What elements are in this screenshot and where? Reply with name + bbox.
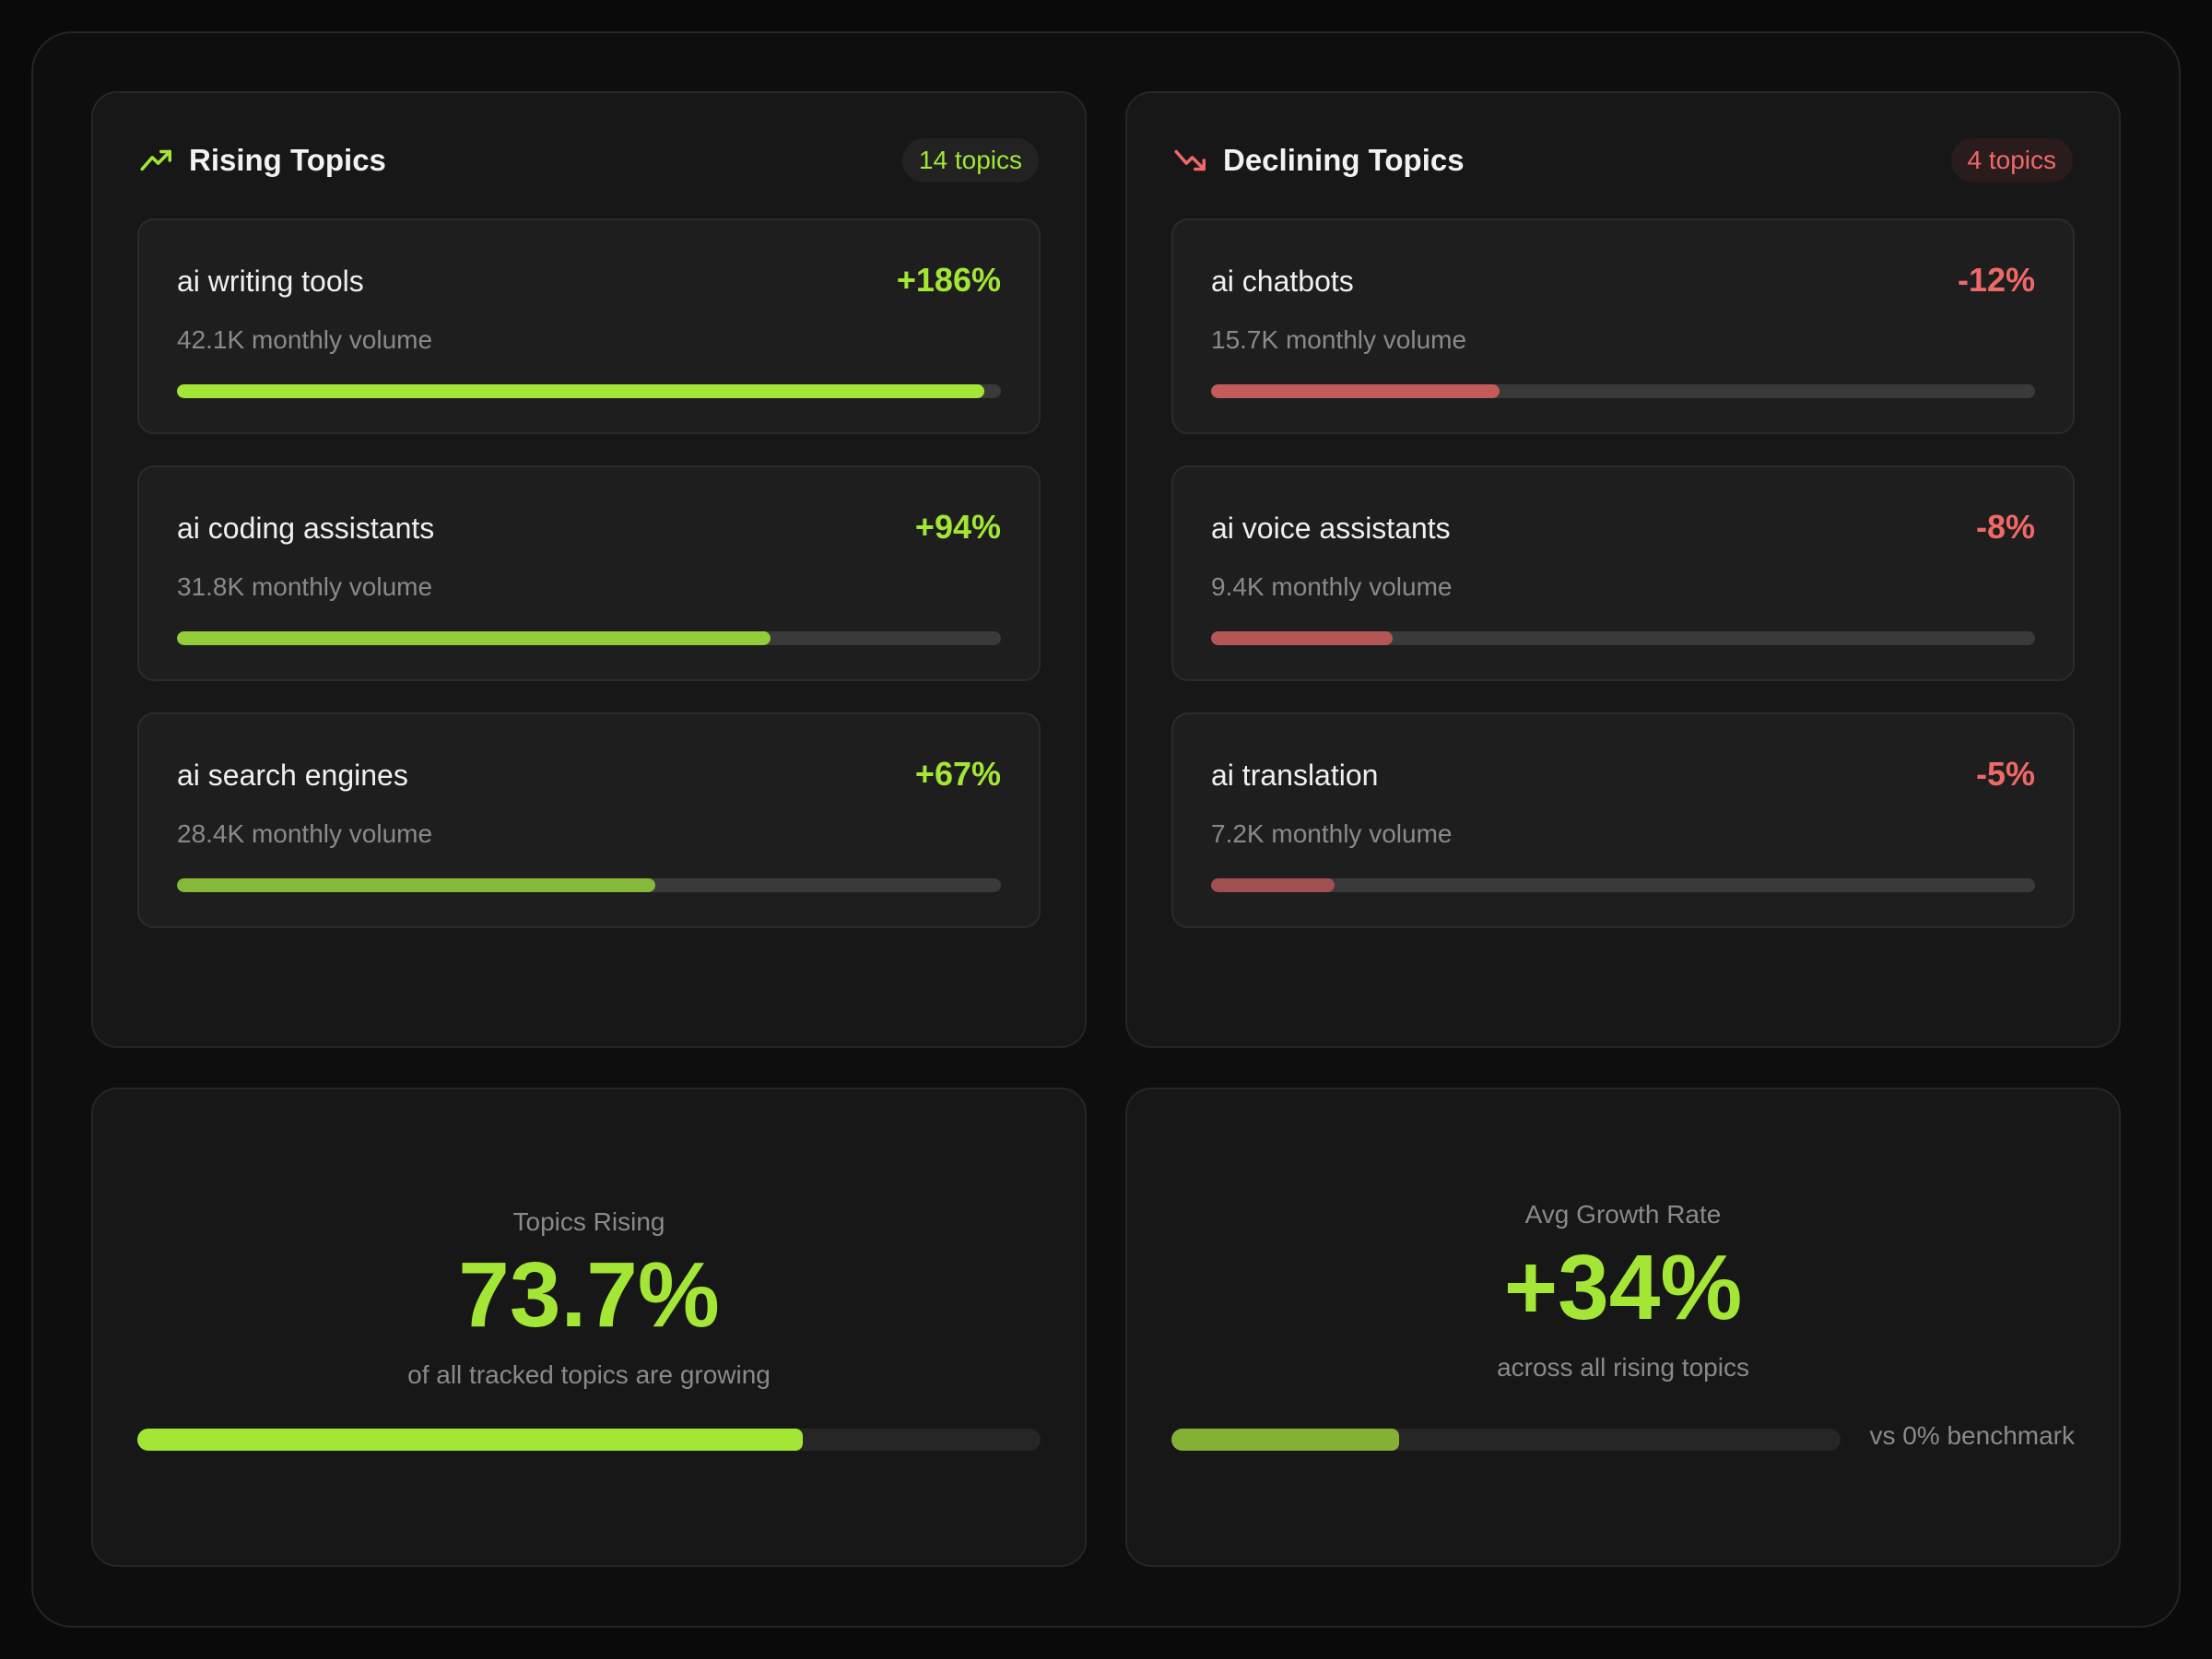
topics-rising-card: Topics Rising 73.7% of all tracked topic… (91, 1088, 1087, 1567)
trending-down-icon (1174, 149, 1206, 171)
topic-progress-bar (1211, 631, 2035, 645)
topic-volume: 9.4K monthly volume (1211, 572, 1453, 601)
topics-rising-subtitle: of all tracked topics are growing (407, 1360, 771, 1389)
avg-growth-progress (1171, 1429, 1841, 1451)
declining-count-badge: 4 topics (1950, 138, 2073, 182)
topic-progress-bar (1211, 878, 2035, 892)
topic-name: ai translation (1211, 759, 1379, 792)
topic-card[interactable]: ai coding assistants +94% 31.8K monthly … (137, 465, 1041, 681)
topic-progress-fill (1211, 878, 1335, 892)
topic-progress-bar (177, 631, 1001, 645)
topic-progress-fill (177, 878, 655, 892)
topics-rising-progress-fill (137, 1429, 804, 1451)
avg-growth-progress-fill (1171, 1429, 1399, 1451)
topic-change: -8% (1975, 508, 2035, 546)
topic-change: -12% (1957, 261, 2035, 299)
topic-change: +67% (914, 755, 1001, 793)
topic-card[interactable]: ai chatbots -12% 15.7K monthly volume (1171, 218, 2075, 434)
topic-change: +94% (914, 508, 1001, 546)
topic-progress-fill (177, 631, 771, 645)
trending-up-icon (140, 149, 171, 171)
topic-volume: 15.7K monthly volume (1211, 325, 1467, 354)
rising-count-badge: 14 topics (901, 138, 1039, 182)
topic-volume: 28.4K monthly volume (177, 819, 433, 848)
avg-growth-subtitle: across all rising topics (1497, 1353, 1749, 1382)
topic-progress-fill (1211, 384, 1500, 398)
topic-name: ai voice assistants (1211, 512, 1451, 545)
topic-card[interactable]: ai voice assistants -8% 9.4K monthly vol… (1171, 465, 2075, 681)
topics-rising-value: 73.7% (458, 1243, 720, 1347)
topic-progress-bar (177, 384, 1001, 398)
topic-card[interactable]: ai writing tools +186% 42.1K monthly vol… (137, 218, 1041, 434)
topics-rising-label: Topics Rising (512, 1207, 665, 1236)
topic-name: ai coding assistants (177, 512, 435, 545)
benchmark-label: vs 0% benchmark (1869, 1421, 2075, 1450)
topic-volume: 31.8K monthly volume (177, 572, 433, 601)
rising-topics-panel: Rising Topics 14 topics ai writing tools… (91, 91, 1087, 1048)
topic-progress-bar (177, 878, 1001, 892)
topic-volume: 7.2K monthly volume (1211, 819, 1453, 848)
topic-progress-bar (1211, 384, 2035, 398)
topic-name: ai search engines (177, 759, 408, 792)
avg-growth-card: Avg Growth Rate +34% across all rising t… (1125, 1088, 2121, 1567)
topic-volume: 42.1K monthly volume (177, 325, 433, 354)
avg-growth-label: Avg Growth Rate (1524, 1200, 1722, 1229)
topic-progress-fill (1211, 631, 1393, 645)
topic-name: ai chatbots (1211, 265, 1354, 298)
rising-title: Rising Topics (189, 143, 386, 177)
topic-change: -5% (1975, 755, 2035, 793)
topic-change: +186% (896, 261, 1001, 299)
topic-name: ai writing tools (177, 265, 364, 298)
avg-growth-value: +34% (1503, 1236, 1743, 1339)
topic-card[interactable]: ai search engines +67% 28.4K monthly vol… (137, 712, 1041, 928)
topic-progress-fill (177, 384, 985, 398)
declining-topics-panel: Declining Topics 4 topics ai chatbots -1… (1125, 91, 2121, 1048)
declining-title: Declining Topics (1223, 143, 1465, 177)
topic-card[interactable]: ai translation -5% 7.2K monthly volume (1171, 712, 2075, 928)
topics-rising-progress (137, 1429, 1041, 1451)
